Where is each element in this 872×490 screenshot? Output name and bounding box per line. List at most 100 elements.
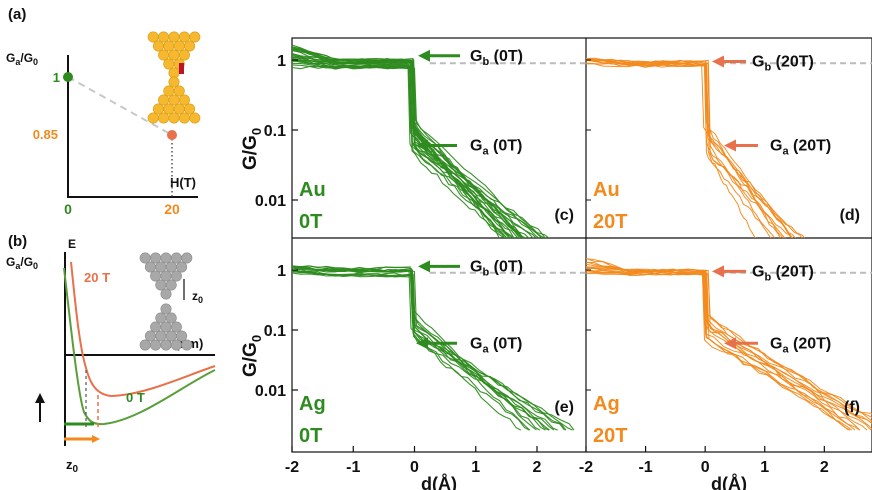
x-tick-label: -1 — [346, 459, 360, 476]
junction-marker — [179, 63, 184, 74]
atom — [160, 288, 172, 300]
atom — [165, 261, 177, 273]
panel-a-ytick-low: 0.85 — [33, 127, 58, 142]
conductance-trace — [586, 258, 872, 422]
panel-b-z-arrow-head — [92, 435, 100, 443]
atom — [163, 85, 175, 97]
atom — [155, 261, 167, 273]
panel-a-point-0T — [63, 72, 73, 82]
atom — [139, 252, 151, 264]
panel-d-chart: Gb (20T) Ga (20T) Au 20T (d) — [586, 54, 872, 238]
y-axis-label: G/G0 — [240, 335, 264, 377]
atom — [184, 103, 196, 115]
atom — [178, 49, 190, 61]
atom — [150, 270, 162, 282]
gb-arrow-label: Gb (20T) — [752, 54, 814, 74]
atom — [155, 312, 167, 324]
potential-curve-20T — [70, 261, 216, 398]
field-label: 0T — [299, 425, 322, 447]
atom — [181, 252, 193, 264]
x-tick-label: -2 — [285, 459, 299, 476]
atom — [147, 31, 159, 43]
conductance-trace — [586, 271, 872, 424]
panel-a-xlabel: H(T) — [170, 175, 196, 190]
conductance-trace — [586, 261, 872, 424]
atom — [160, 339, 172, 351]
ga-arrow-head — [724, 139, 736, 152]
conductance-trace — [292, 57, 523, 238]
x-tick-label: -2 — [579, 459, 593, 476]
atom — [184, 40, 196, 52]
metal-label: Ag — [593, 393, 620, 415]
atom — [168, 49, 180, 61]
y-tick-label: 0.01 — [255, 383, 286, 400]
panels-frame — [291, 37, 872, 453]
conductance-trace — [586, 58, 803, 238]
field-label: 20T — [593, 425, 627, 447]
atom — [150, 321, 162, 333]
atom — [155, 279, 167, 291]
atom — [168, 76, 180, 88]
ga-arrow-head — [416, 337, 428, 350]
atom — [152, 103, 164, 115]
conductance-trace — [292, 53, 550, 238]
x-axis-label: d(Å) — [421, 474, 457, 490]
field-label: 0T — [299, 211, 322, 233]
gb-arrow-label: Gb (20T) — [752, 263, 814, 283]
x-tick-label: 2 — [820, 459, 829, 476]
panel-b-ylabel: Ga/G0 — [6, 255, 38, 271]
gb-arrow-head — [712, 55, 724, 68]
y-tick-label: 0.1 — [264, 123, 286, 140]
y-tick-label: 1 — [277, 263, 286, 280]
panel-b-energy-label: E — [68, 237, 76, 251]
atom — [170, 270, 182, 282]
panel-b-label-20T: 20 T — [84, 270, 110, 285]
atom — [152, 40, 164, 52]
metal-label: Au — [593, 179, 620, 201]
atom — [144, 330, 156, 342]
panel-a-xtick-0: 0 — [64, 201, 72, 217]
ga-arrow-label: Ga (0T) — [470, 138, 522, 158]
atom — [170, 252, 182, 264]
ga-arrow-label: Ga (20T) — [770, 335, 831, 355]
conductance-trace — [586, 58, 785, 238]
atom — [150, 339, 162, 351]
conductance-trace — [586, 59, 786, 238]
atom — [160, 252, 172, 264]
trace-group — [292, 44, 550, 238]
trace-group — [586, 57, 806, 238]
atom — [181, 339, 193, 351]
conductance-trace — [586, 57, 793, 238]
y-axis-label: G/G0 — [240, 128, 264, 170]
gb-arrow-label: Gb (0T) — [470, 48, 523, 68]
panel-tag: (d) — [840, 207, 860, 224]
atom — [158, 94, 170, 106]
x-tick-label: 0 — [410, 459, 419, 476]
atom — [150, 252, 162, 264]
atom — [178, 112, 190, 124]
panel-f-chart: Gb (20T) Ga (20T) Ag 20T (f) -2 -1 0 1 2 d(Å) — [579, 258, 872, 490]
conductance-trace — [292, 48, 540, 238]
potential-curve-0T — [63, 267, 216, 426]
atom — [168, 94, 180, 106]
atom — [165, 330, 177, 342]
trace-group — [292, 265, 575, 431]
trace-group — [586, 258, 872, 431]
metal-label: Ag — [299, 393, 326, 415]
atom — [176, 330, 188, 342]
metal-label: Au — [299, 179, 326, 201]
x-tick-label: -1 — [638, 459, 652, 476]
atom — [168, 112, 180, 124]
atom — [176, 261, 188, 273]
ga-arrow-head — [724, 337, 736, 350]
ga-arrow-head — [416, 139, 428, 152]
atom — [178, 31, 190, 43]
atom — [144, 261, 156, 273]
y-tick-label: 1 — [277, 53, 286, 70]
panel-b-label-0T: 0 T — [126, 390, 145, 405]
panel-c-chart: Gb (0T) Ga (0T) Au 0T (c) 1 0.1 0.01 G/G0 — [240, 44, 586, 238]
field-label: 20T — [593, 211, 627, 233]
x-axis-label: d(Å) — [711, 474, 747, 490]
atom — [173, 40, 185, 52]
